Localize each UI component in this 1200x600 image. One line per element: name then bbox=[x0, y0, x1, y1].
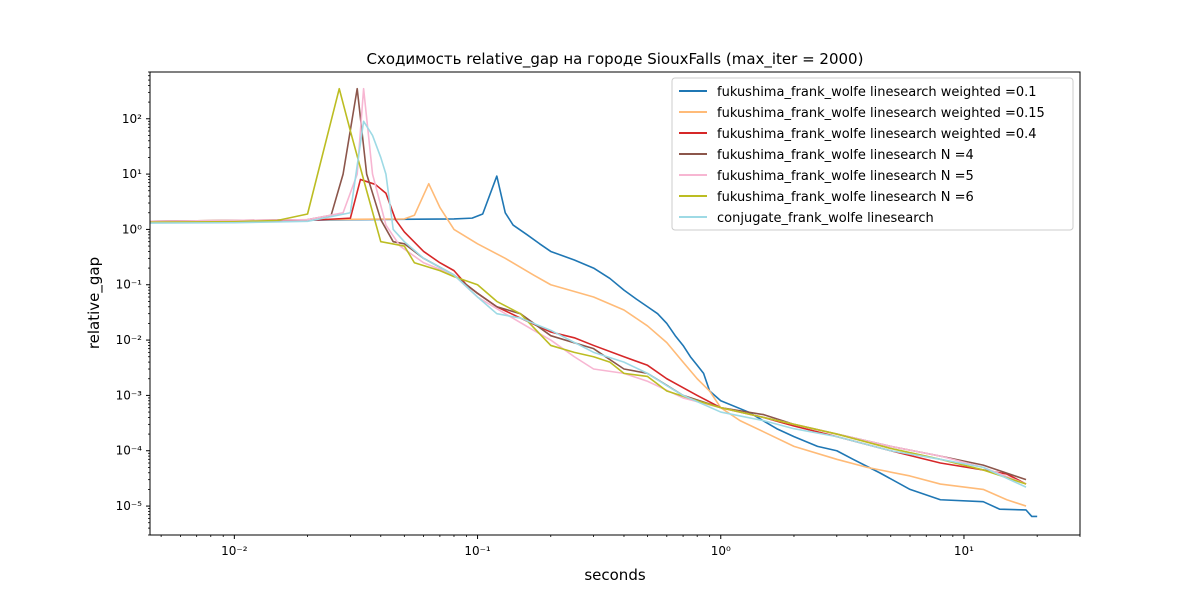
series-line-1 bbox=[150, 175, 1038, 518]
plot-area bbox=[149, 71, 1081, 536]
y-tick-label: 10¹ bbox=[122, 167, 142, 181]
legend-entry-label: fukushima_frank_wolfe linesearch N =6 bbox=[717, 190, 974, 205]
legend-entry-label: fukushima_frank_wolfe linesearch N =5 bbox=[717, 169, 974, 184]
series-line-6 bbox=[150, 87, 1027, 485]
x-tick-label: 10⁰ bbox=[711, 544, 731, 558]
y-tick-label: 10⁰ bbox=[122, 222, 142, 236]
x-axis-label: seconds bbox=[584, 566, 645, 584]
series-group bbox=[150, 87, 1038, 518]
legend-entries: fukushima_frank_wolfe linesearch weighte… bbox=[679, 85, 1045, 226]
y-tick-label: 10⁻¹ bbox=[116, 278, 143, 292]
legend-entry-label: fukushima_frank_wolfe linesearch weighte… bbox=[717, 127, 1037, 142]
legend-entry-label: conjugate_frank_wolfe linesearch bbox=[717, 211, 934, 226]
y-tick-label: 10² bbox=[122, 112, 142, 126]
y-tick-label: 10⁻³ bbox=[116, 388, 143, 402]
chart-title: Сходимость relative_gap на городе SiouxF… bbox=[367, 50, 864, 69]
x-tick-label: 10¹ bbox=[954, 544, 974, 558]
plot-frame bbox=[149, 71, 1081, 536]
y-tick-label: 10⁻⁵ bbox=[116, 499, 143, 513]
y-tick-label: 10⁻⁴ bbox=[116, 444, 143, 458]
series-line-7 bbox=[150, 120, 1027, 488]
x-axis: 10⁻² 10⁻¹ 10⁰ 10¹ bbox=[160, 535, 1081, 558]
x-tick-label: 10⁻² bbox=[221, 544, 248, 558]
x-tick-label: 10⁻¹ bbox=[464, 544, 491, 558]
y-axis-label: relative_gap bbox=[85, 257, 104, 349]
legend: fukushima_frank_wolfe linesearch weighte… bbox=[671, 77, 1074, 231]
legend-entry-label: fukushima_frank_wolfe linesearch weighte… bbox=[717, 106, 1045, 121]
y-tick-label: 10⁻² bbox=[116, 333, 143, 347]
legend-box bbox=[671, 77, 1074, 231]
series-line-2 bbox=[150, 182, 1027, 507]
y-axis: 10⁻⁵ 10⁻⁴ 10⁻³ 10⁻² 10⁻¹ 10⁰ 10¹ 10² bbox=[116, 71, 150, 536]
legend-entry-label: fukushima_frank_wolfe linesearch N =4 bbox=[717, 148, 974, 163]
legend-entry-label: fukushima_frank_wolfe linesearch weighte… bbox=[717, 85, 1037, 100]
